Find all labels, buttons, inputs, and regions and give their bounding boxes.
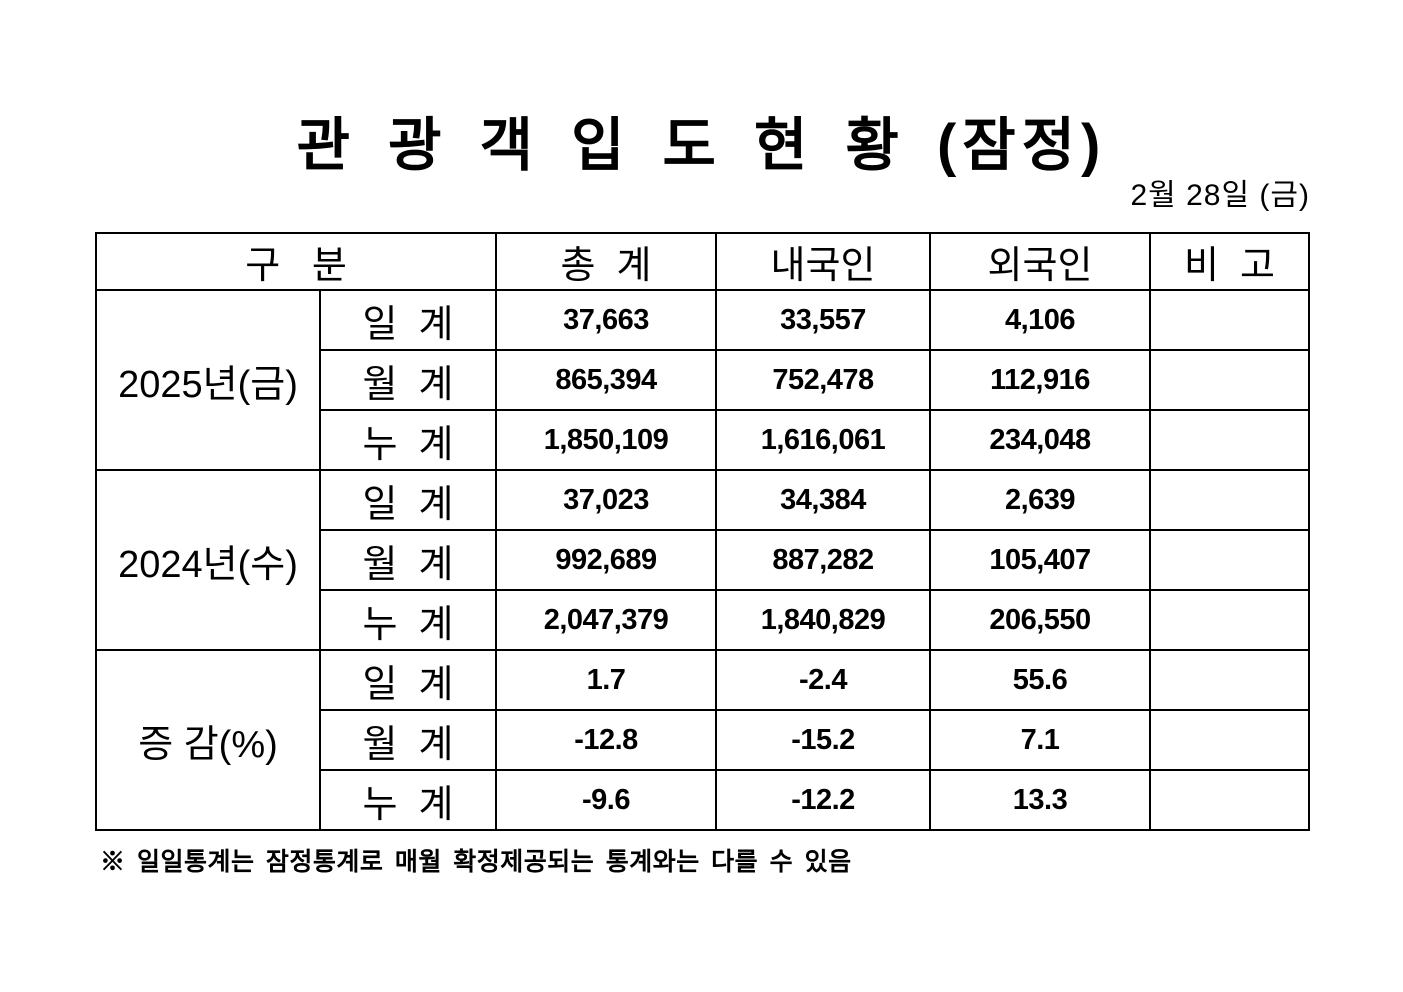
row-label-daily: 일 계	[319, 289, 497, 351]
row-label-daily: 일 계	[319, 469, 497, 531]
cell-remarks	[1149, 649, 1310, 711]
row-label-monthly: 월 계	[319, 709, 497, 771]
cell-total: 1.7	[495, 649, 717, 711]
provisional-statistics-footnote: ※ 일일통계는 잠정통계로 매월 확정제공되는 통계와는 다를 수 있음	[100, 848, 852, 876]
cell-total: 992,689	[495, 529, 717, 591]
group-label-2024: 2024년(수)	[95, 469, 321, 651]
cell-foreign: 7.1	[929, 709, 1151, 771]
cell-foreign: 4,106	[929, 289, 1151, 351]
cell-domestic: 1,616,061	[715, 409, 931, 471]
cell-remarks	[1149, 469, 1310, 531]
cell-total: -9.6	[495, 769, 717, 831]
cell-domestic: -12.2	[715, 769, 931, 831]
row-label-cumulative: 누 계	[319, 769, 497, 831]
cell-total: 2,047,379	[495, 589, 717, 651]
group-label-2025: 2025년(금)	[95, 289, 321, 471]
table-row: 2025년(금) 일 계 37,663 33,557 4,106	[95, 289, 1310, 471]
table-row: 증 감(%) 일 계 1.7 -2.4 55.6	[95, 649, 1310, 831]
header-total: 총 계	[495, 232, 717, 291]
cell-total: 37,023	[495, 469, 717, 531]
table-row: 2024년(수) 일 계 37,023 34,384 2,639	[95, 469, 1310, 651]
cell-remarks	[1149, 529, 1310, 591]
cell-foreign: 206,550	[929, 589, 1151, 651]
row-label-daily: 일 계	[319, 649, 497, 711]
table-row: 누 계 -9.6 -12.2 13.3	[96, 769, 1310, 831]
header-domestic: 내국인	[715, 232, 931, 291]
cell-remarks	[1149, 769, 1310, 831]
table-row: 누 계 1,850,109 1,616,061 234,048	[96, 409, 1310, 471]
row-label-monthly: 월 계	[319, 529, 497, 591]
cell-foreign: 112,916	[929, 349, 1151, 411]
cell-foreign: 13.3	[929, 769, 1151, 831]
cell-domestic: 34,384	[715, 469, 931, 531]
table-header-row: 구 분 총 계 내국인 외국인 비 고	[95, 232, 1310, 291]
cell-remarks	[1149, 709, 1310, 771]
cell-remarks	[1149, 409, 1310, 471]
cell-domestic: 752,478	[715, 349, 931, 411]
table-row: 누 계 2,047,379 1,840,829 206,550	[96, 589, 1310, 651]
cell-foreign: 234,048	[929, 409, 1151, 471]
cell-total: 37,663	[495, 289, 717, 351]
page-title: 관 광 객 입 도 현 황 (잠정)	[296, 113, 1107, 178]
cell-foreign: 105,407	[929, 529, 1151, 591]
report-date: 2월 28일 (금)	[1130, 179, 1310, 212]
header-foreign: 외국인	[929, 232, 1151, 291]
row-label-monthly: 월 계	[319, 349, 497, 411]
cell-remarks	[1149, 349, 1310, 411]
header-category: 구 분	[95, 232, 497, 291]
group-label-change-pct: 증 감(%)	[95, 649, 321, 831]
cell-domestic: -15.2	[715, 709, 931, 771]
table-row: 월 계 865,394 752,478 112,916	[96, 349, 1310, 411]
table-row: 월 계 -12.8 -15.2 7.1	[96, 709, 1310, 771]
header-remarks: 비 고	[1149, 232, 1310, 291]
table-row: 월 계 992,689 887,282 105,407	[96, 529, 1310, 591]
tourist-arrivals-table: 구 분 총 계 내국인 외국인 비 고 2025년(금) 일 계 37,663 …	[95, 232, 1310, 831]
cell-domestic: 33,557	[715, 289, 931, 351]
cell-total: 865,394	[495, 349, 717, 411]
cell-domestic: -2.4	[715, 649, 931, 711]
cell-total: -12.8	[495, 709, 717, 771]
row-label-cumulative: 누 계	[319, 409, 497, 471]
cell-domestic: 887,282	[715, 529, 931, 591]
cell-foreign: 2,639	[929, 469, 1151, 531]
cell-domestic: 1,840,829	[715, 589, 931, 651]
cell-remarks	[1149, 289, 1310, 351]
cell-foreign: 55.6	[929, 649, 1151, 711]
cell-total: 1,850,109	[495, 409, 717, 471]
row-label-cumulative: 누 계	[319, 589, 497, 651]
cell-remarks	[1149, 589, 1310, 651]
